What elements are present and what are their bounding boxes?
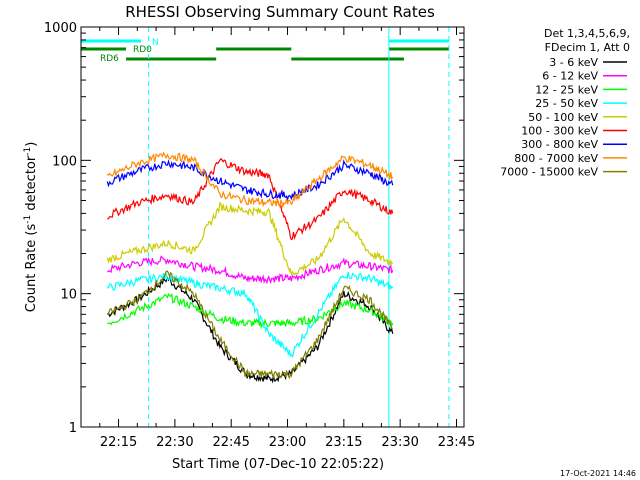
x-tick-label-2: 22:45 xyxy=(212,435,249,450)
legend-label-6: 300 - 800 keV xyxy=(521,138,598,151)
legend: Det 1,3,4,5,6,9,FDecim 1, Att 0 3 - 6 keV… xyxy=(500,27,630,179)
x-tick-label-0: 22:15 xyxy=(100,435,137,450)
x-tick-label-6: 23:45 xyxy=(438,435,475,450)
x-tick-label-4: 23:15 xyxy=(325,435,362,450)
legend-label-4: 50 - 100 keV xyxy=(528,111,598,124)
series-line-2 xyxy=(107,292,394,330)
y-tick-label-1: 10 xyxy=(60,288,77,303)
y-tick-label-2: 100 xyxy=(52,154,77,169)
series-line-5 xyxy=(107,157,394,241)
legend-label-3: 25 - 50 keV xyxy=(535,97,598,110)
axes: 1 10 100 1000 22:15 22:30 22:45 23:00 23:15 23:30… xyxy=(44,21,475,450)
x-tick-label-1: 22:30 xyxy=(156,435,193,450)
plot-frame xyxy=(80,26,465,428)
series-line-0 xyxy=(106,276,394,384)
legend-header-0: Det 1,3,4,5,6,9, xyxy=(544,27,630,40)
series-line-6 xyxy=(106,158,394,202)
x-tick-label-3: 23:00 xyxy=(269,435,306,450)
series-line-8 xyxy=(106,270,393,380)
legend-label-5: 100 - 300 keV xyxy=(521,125,598,138)
y-tick-label-0: 1 xyxy=(69,421,77,436)
chart-title: RHESSI Observing Summary Count Rates xyxy=(125,3,435,21)
flag-label-rd0: RD0 xyxy=(133,45,152,55)
y-axis-label: Count Rate (s-1 detector-1) xyxy=(23,142,39,313)
series-line-7 xyxy=(106,151,394,209)
x-tick-label-5: 23:30 xyxy=(381,435,418,450)
series-line-4 xyxy=(106,201,394,276)
timestamp: 17-Oct-2021 14:46 xyxy=(560,469,636,478)
legend-header-1: FDecim 1, Att 0 xyxy=(545,41,630,54)
flag-label-rd6: RD6 xyxy=(100,54,119,64)
flag-label-n: N xyxy=(152,38,159,48)
legend-label-1: 6 - 12 keV xyxy=(542,70,598,83)
series-line-1 xyxy=(106,255,394,285)
legend-label-8: 7000 - 15000 keV xyxy=(500,166,598,179)
legend-label-7: 800 - 7000 keV xyxy=(514,152,598,165)
legend-label-2: 12 - 25 keV xyxy=(535,83,598,96)
legend-label-0: 3 - 6 keV xyxy=(549,56,598,69)
y-tick-label-3: 1000 xyxy=(44,21,77,36)
x-axis-label: Start Time (07-Dec-10 22:05:22) xyxy=(172,457,384,472)
